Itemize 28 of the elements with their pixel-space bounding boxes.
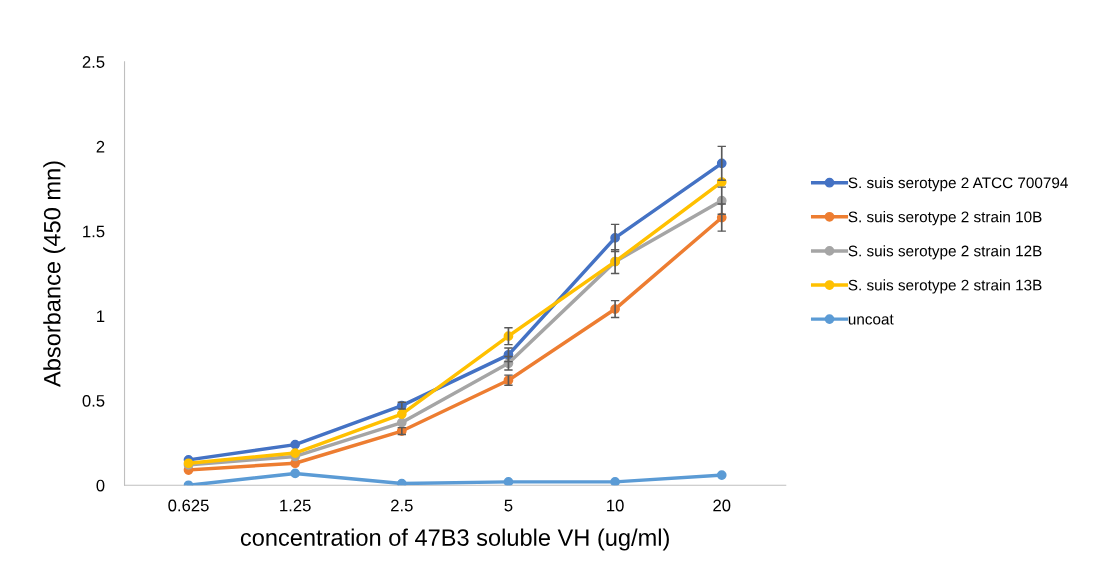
legend-label: S. suis serotype 2 strain 13B (848, 279, 1042, 294)
y-tick-label: 1 (97, 310, 105, 322)
y-tick-label: 2.5 (82, 56, 105, 68)
point (396, 478, 407, 486)
point (290, 448, 301, 458)
x-tick-label: 1.25 (280, 499, 311, 512)
y-tick-label: 1.5 (83, 225, 105, 238)
legend-label: S. suis serotype 2 strain 12B (848, 245, 1042, 260)
legend-label: S. suis serotype 2 strain 10B (848, 211, 1042, 226)
y-tick-label: 2 (96, 140, 105, 153)
point (290, 468, 301, 479)
point (716, 470, 727, 480)
x-tick-label: 10 (607, 499, 624, 512)
x-tick-label: 2.5 (391, 499, 413, 512)
legend-label: uncoat (848, 314, 894, 325)
x-tick-label: 20 (713, 499, 731, 512)
point (290, 439, 301, 450)
y-axis-title: Absorbance (450 mn) (43, 161, 66, 387)
legend-label: S. suis serotype 2 ATCC 700794 (848, 176, 1068, 192)
y-tick-label: 0.5 (82, 394, 105, 407)
y-tick-label: 0 (96, 479, 105, 492)
x-tick-label: 5 (504, 499, 513, 512)
point (396, 409, 407, 419)
point (610, 477, 620, 486)
point (503, 477, 514, 486)
x-tick-label: 0.625 (168, 499, 209, 512)
x-axis-title: concentration of 47B3 soluble VH (ug/ml) (240, 528, 669, 551)
point (396, 417, 407, 428)
